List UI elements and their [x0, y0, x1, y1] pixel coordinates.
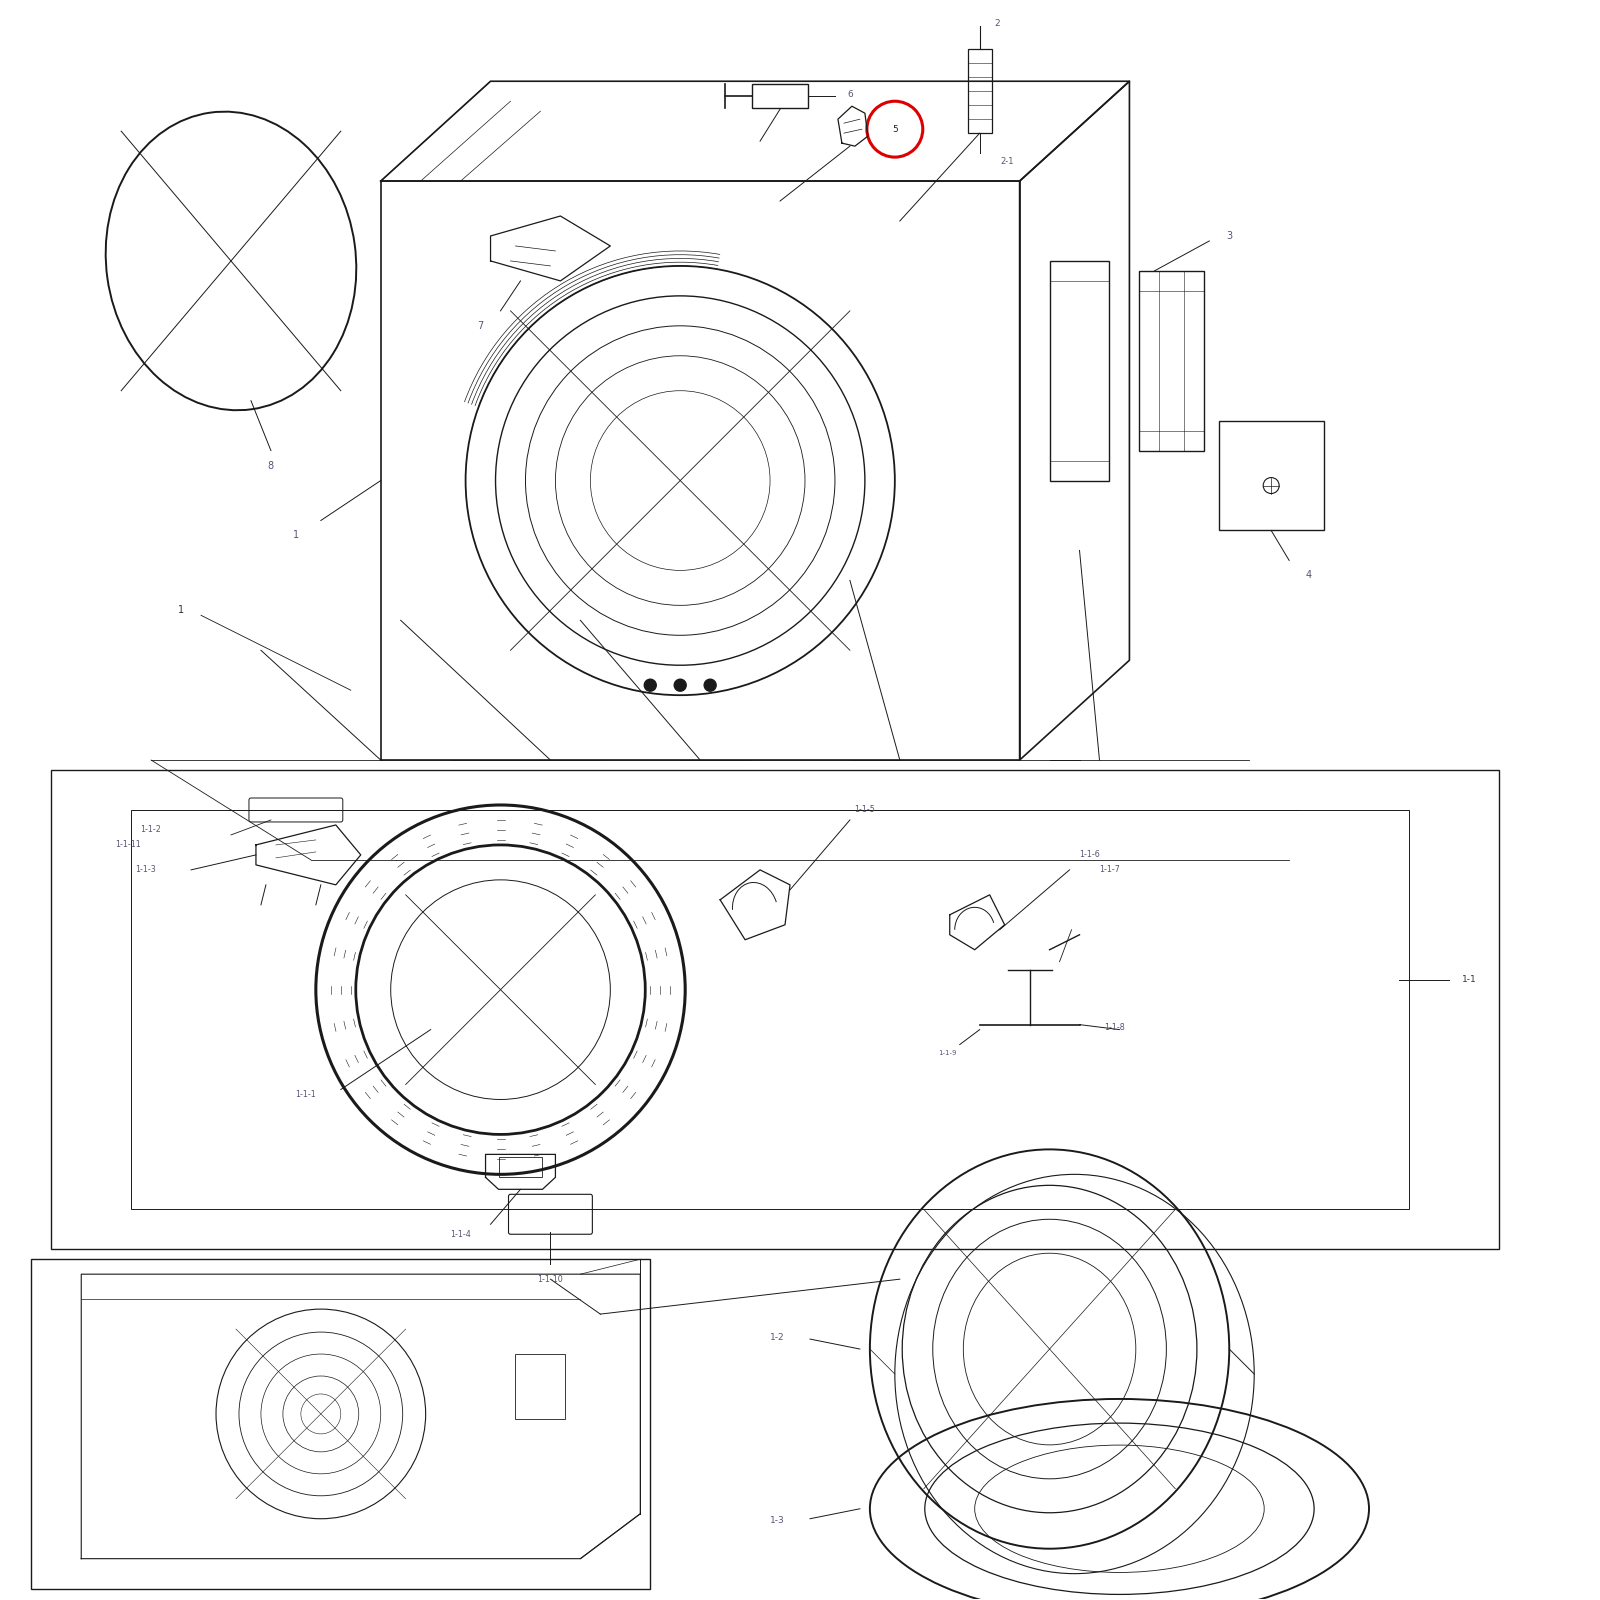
Text: 2: 2 — [995, 19, 1000, 27]
Text: 1-1-3: 1-1-3 — [136, 866, 157, 874]
Text: 3: 3 — [1226, 230, 1232, 242]
Text: 7: 7 — [477, 322, 483, 331]
Circle shape — [704, 680, 717, 691]
Text: 1-2: 1-2 — [771, 1333, 786, 1341]
Text: 1-3: 1-3 — [770, 1517, 786, 1525]
Text: 6: 6 — [846, 90, 853, 99]
Text: 4: 4 — [1306, 570, 1312, 581]
Circle shape — [674, 680, 686, 691]
Text: 1-1-4: 1-1-4 — [450, 1230, 470, 1238]
Text: 1-1: 1-1 — [1461, 974, 1477, 984]
Text: 1-1-10: 1-1-10 — [538, 1275, 563, 1283]
Text: 1-1-1: 1-1-1 — [294, 1090, 315, 1099]
Text: 1: 1 — [293, 531, 299, 541]
Text: 2-1: 2-1 — [1002, 157, 1014, 166]
Text: 1-1-11: 1-1-11 — [115, 840, 141, 850]
Text: 5: 5 — [891, 125, 898, 134]
Circle shape — [645, 680, 656, 691]
Text: 1-1-5: 1-1-5 — [854, 805, 875, 814]
Text: 1-1-9: 1-1-9 — [939, 1050, 957, 1056]
Text: 1: 1 — [178, 605, 184, 616]
Text: 1-1-8: 1-1-8 — [1104, 1022, 1125, 1032]
Text: 1-1-7: 1-1-7 — [1099, 866, 1120, 874]
Text: 1-1-6: 1-1-6 — [1078, 851, 1099, 859]
Text: 8: 8 — [267, 461, 274, 470]
Text: 1-1-2: 1-1-2 — [141, 826, 162, 835]
